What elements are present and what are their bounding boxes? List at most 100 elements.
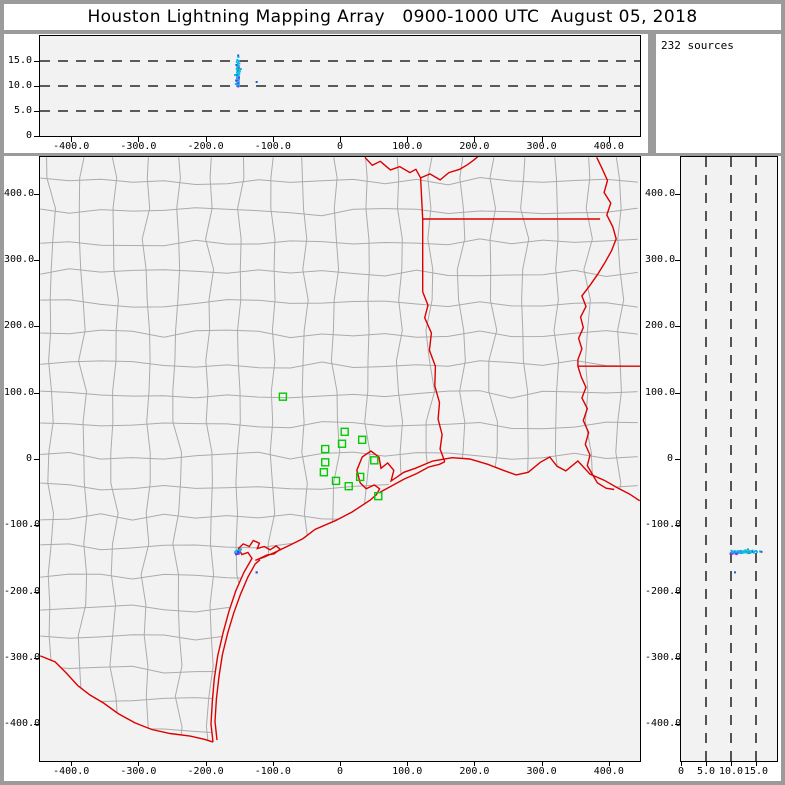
lightning-source-point — [238, 73, 241, 75]
lightning-source-point — [255, 81, 258, 83]
tick-mark — [608, 137, 610, 142]
tick-mark — [272, 137, 274, 142]
lma-station-marker — [337, 439, 347, 448]
ew-axis-tick-label: -100.0 — [254, 766, 291, 777]
panel-plan-view-map: -400.0 -300.0 -200.0 -100.0 0 100.0 200.0 300.0… — [4, 156, 648, 781]
alt-axis-tick-label: 10.0 — [7, 80, 32, 91]
ns-axis-tick-label: -100.0 — [4, 519, 41, 531]
lightning-source-point — [239, 68, 242, 70]
lightning-source-point — [236, 62, 239, 64]
tick-mark — [407, 761, 409, 766]
lightning-source-point — [237, 54, 240, 57]
lightning-source-point — [237, 550, 240, 553]
alt-axis-tick-label: 10.0 — [718, 766, 744, 777]
lightning-source-point — [238, 70, 241, 73]
lightning-source-point — [735, 553, 738, 556]
ew-axis-tick-label: 400.0 — [593, 766, 624, 777]
ew-axis-tick-label: 300.0 — [526, 141, 557, 152]
ew-axis-tick-label: 0 — [336, 766, 344, 777]
lightning-source-point — [237, 76, 240, 79]
lightning-source-point — [754, 550, 756, 553]
lightning-source-point — [748, 549, 750, 552]
ns-axis-tick-label: -400.0 — [4, 718, 41, 730]
lightning-source-point — [734, 550, 736, 553]
ew-axis-tick-label: -200.0 — [187, 141, 224, 152]
lightning-source-point — [237, 71, 240, 73]
lightning-source-point — [234, 83, 237, 85]
tick-mark — [675, 326, 680, 328]
tick-mark — [340, 137, 341, 142]
lightning-source-point — [236, 551, 239, 555]
lightning-source-point — [759, 550, 761, 553]
lma-station-marker — [321, 458, 330, 467]
altitude-ns-scatter — [705, 157, 763, 761]
lightning-source-point — [235, 79, 238, 82]
lma-station-marker — [355, 472, 365, 482]
ns-axis-tick-label: 0 — [666, 453, 673, 464]
ns-axis-tick-label: 300.0 — [645, 254, 676, 266]
lightning-source-point — [752, 551, 755, 554]
lightning-source-point — [237, 552, 240, 555]
lma-station-marker — [357, 435, 367, 444]
tick-mark — [756, 761, 757, 766]
tick-mark — [541, 137, 543, 142]
lightning-source-point — [237, 85, 240, 88]
tick-mark — [675, 591, 680, 593]
lightning-source-point — [747, 548, 749, 551]
tick-mark — [34, 392, 39, 394]
ns-axis-tick-label: -300.0 — [4, 651, 41, 663]
plan-view-scatter-map — [40, 157, 640, 743]
lightning-source-point — [236, 82, 239, 84]
tick-mark — [681, 761, 682, 766]
plot-plan-view-map[interactable] — [39, 156, 641, 762]
tick-mark — [34, 724, 39, 726]
lma-station-marker — [319, 468, 329, 477]
source-count-label: 232 sources — [661, 39, 734, 52]
lightning-source-point — [236, 63, 239, 66]
state-borders — [40, 157, 640, 743]
tick-mark — [675, 657, 680, 659]
lightning-source-point — [760, 550, 763, 553]
tick-mark — [474, 761, 476, 766]
tick-mark — [34, 86, 39, 87]
lma-station-marker — [331, 476, 341, 486]
ew-axis-tick-label: -300.0 — [120, 141, 157, 152]
lightning-source-point — [255, 571, 258, 574]
tick-mark — [34, 459, 39, 460]
lightning-source-point — [239, 548, 242, 551]
lightning-source-point — [235, 64, 238, 66]
lma-station-marker — [344, 481, 353, 491]
ns-axis-tick-label: 0 — [25, 453, 32, 464]
ns-axis-tick-label: 100.0 — [645, 386, 676, 398]
ns-axis-tick-label: -100.0 — [645, 519, 682, 531]
lightning-source-point — [729, 552, 732, 555]
ns-axis-tick-label: -200.0 — [645, 585, 682, 597]
ns-axis-tick-label: -200.0 — [4, 585, 41, 597]
lightning-source-point — [734, 571, 736, 574]
tick-mark — [34, 136, 39, 137]
panel-source-count: 232 sources — [656, 34, 781, 153]
lightning-source-point — [234, 74, 237, 76]
lightning-source-point — [237, 56, 240, 58]
tick-mark — [34, 591, 39, 593]
page-title: Houston Lightning Mapping Array 0900-100… — [87, 7, 698, 27]
ew-axis-tick-label: -400.0 — [53, 766, 90, 777]
ew-axis-tick-label: 200.0 — [459, 141, 490, 152]
plot-altitude-vs-north-south[interactable] — [680, 156, 778, 762]
ew-axis-tick-label: 300.0 — [526, 766, 557, 777]
lma-station-marker — [321, 444, 330, 454]
lightning-source-point — [238, 65, 241, 68]
plot-altitude-vs-east-west[interactable] — [39, 35, 641, 137]
lightning-source-point — [237, 60, 240, 62]
lightning-source-point — [748, 551, 751, 554]
tick-mark — [675, 724, 680, 726]
lightning-source-point — [737, 549, 740, 552]
lightning-source-point — [233, 551, 237, 554]
ns-axis-tick-label: -300.0 — [645, 651, 682, 663]
ew-axis-tick-label: 100.0 — [392, 141, 423, 152]
panel-altitude-vs-east-west: -400.0 -300.0 -200.0 -100.0 0 100.0 200.0 300.0… — [4, 34, 648, 153]
ew-axis-tick-label: 400.0 — [593, 141, 624, 152]
county-boundaries — [40, 157, 638, 743]
lightning-source-point — [235, 74, 238, 77]
